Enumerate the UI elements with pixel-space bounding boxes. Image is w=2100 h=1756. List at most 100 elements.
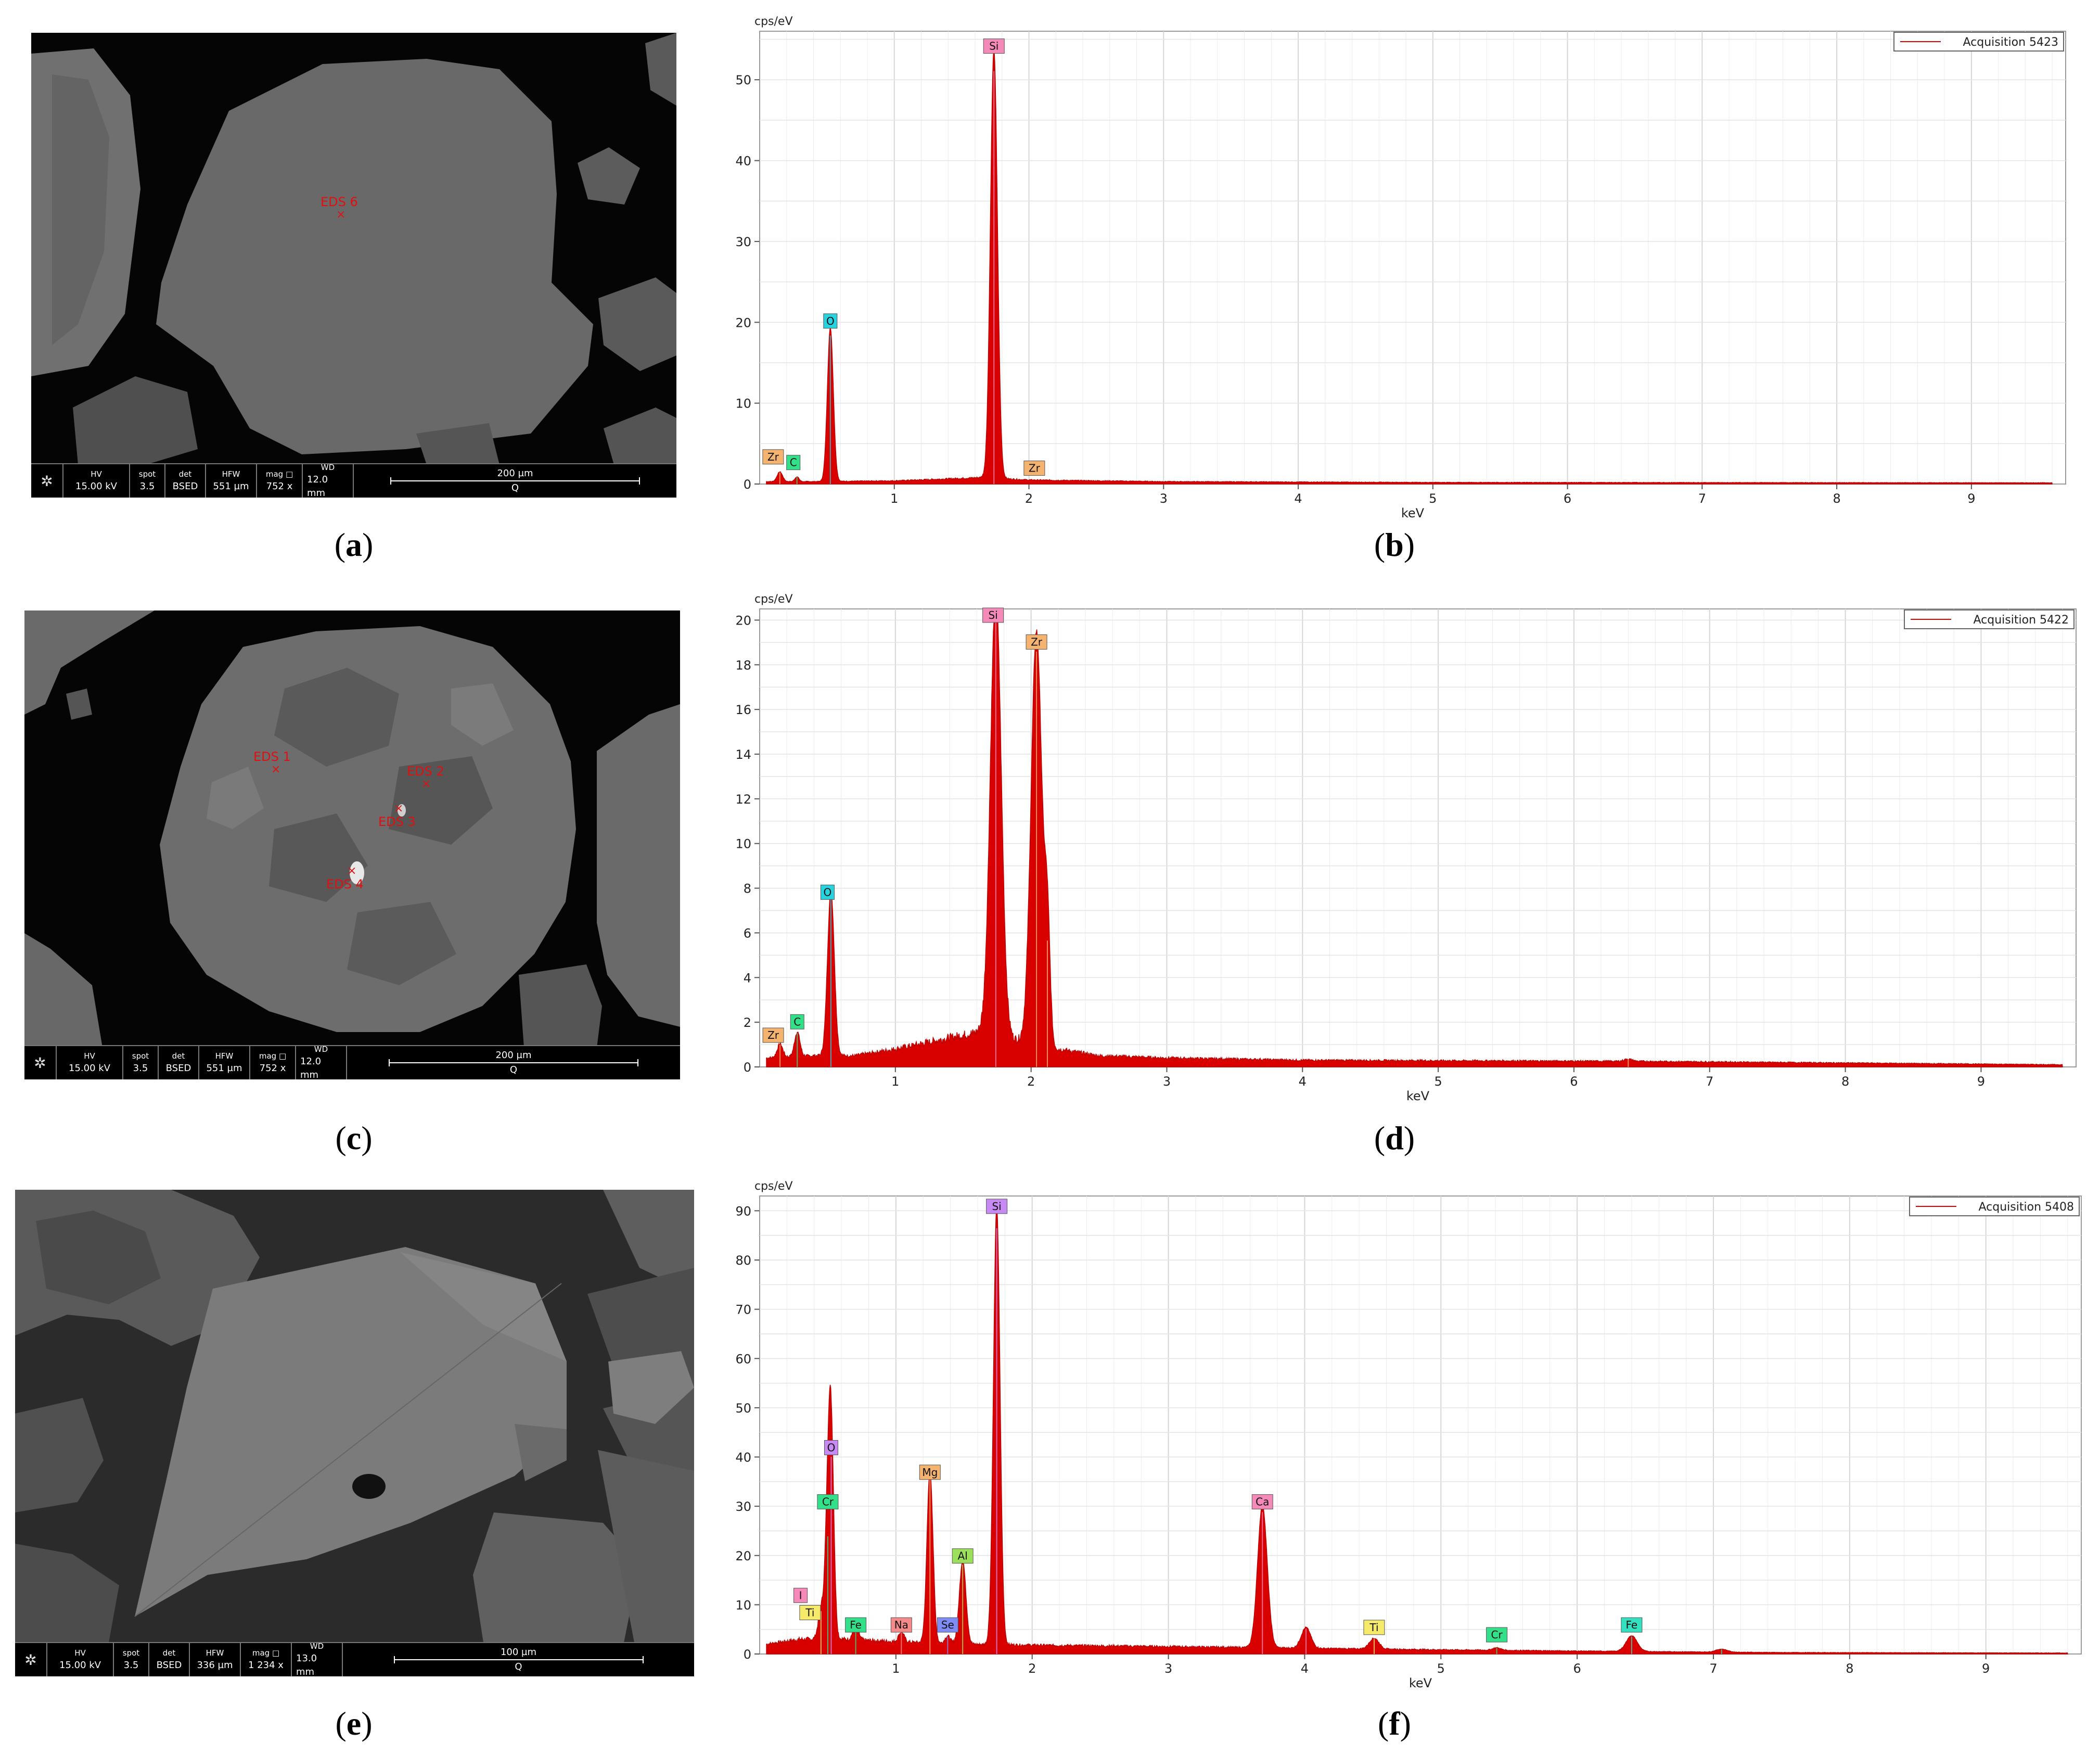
eds-cross-icon: × bbox=[421, 778, 431, 791]
caption-c: (c) bbox=[335, 1119, 373, 1156]
spot-label: spot bbox=[132, 1051, 149, 1061]
x-tick-label: 6 bbox=[1573, 1661, 1581, 1676]
peak-label-text: Ti bbox=[805, 1606, 814, 1619]
peak-label-text: Cr bbox=[822, 1496, 834, 1508]
x-tick-label: 2 bbox=[1027, 1074, 1035, 1089]
x-tick-label: 3 bbox=[1160, 491, 1168, 506]
peak-label: Fe bbox=[1621, 1617, 1643, 1633]
caption-f: (f) bbox=[1378, 1705, 1411, 1742]
mag-value: 752 x bbox=[266, 481, 293, 492]
peak-label-box bbox=[937, 1617, 958, 1633]
x-tick-label: 5 bbox=[1429, 491, 1437, 506]
eds-spectrum-b: 1 2 3 4 5 6 7 8 9 0 10 20 30 40 50 cps/eV keV Acquisition… bbox=[718, 10, 2071, 526]
eds-cross-icon: × bbox=[347, 864, 357, 877]
peak-label: Si bbox=[982, 607, 1004, 623]
y-tick-label: 6 bbox=[744, 926, 751, 940]
x-tick-label: 9 bbox=[1967, 491, 1975, 506]
caption-letter: f bbox=[1389, 1705, 1400, 1742]
peak-label: O bbox=[820, 884, 835, 900]
peak-label-box bbox=[762, 449, 784, 465]
peak-label: Zr bbox=[762, 1027, 784, 1043]
peak-label-text: Cr bbox=[1491, 1628, 1503, 1641]
peak-label-box bbox=[1621, 1617, 1643, 1633]
y-tick-label: 40 bbox=[735, 1450, 751, 1465]
eds-marker-label: EDS 2 bbox=[407, 764, 444, 779]
y-tick-label: 0 bbox=[744, 1060, 751, 1075]
x-tick-label: 6 bbox=[1564, 491, 1571, 506]
peak-label: C bbox=[790, 1014, 804, 1029]
y-tick-label: 2 bbox=[744, 1015, 751, 1030]
peak-label-text: Ti bbox=[1369, 1621, 1378, 1634]
peak-label-text: C bbox=[793, 1015, 801, 1028]
eds-marker-2: EDS 2 × bbox=[407, 764, 444, 790]
fei-logo-icon: ✲ bbox=[15, 1643, 47, 1676]
y-tick-label: 50 bbox=[735, 73, 751, 87]
peak-label-box bbox=[793, 1587, 808, 1603]
sem-image-a: EDS 6 × ✲ HV 15.00 kV spot 3.5 det BSED HFW… bbox=[31, 33, 676, 498]
hfw-value: 336 µm bbox=[197, 1660, 233, 1671]
peak-label-box bbox=[823, 313, 838, 329]
peak-label: Fe bbox=[845, 1617, 867, 1633]
scale-value: 200 µm bbox=[495, 1050, 532, 1061]
peak-label-text: I bbox=[799, 1589, 802, 1601]
y-axis-label: cps/eV bbox=[754, 593, 793, 606]
peak-label-box bbox=[952, 1548, 974, 1564]
scale-bar-line bbox=[393, 1656, 644, 1663]
spectrum-area bbox=[766, 1206, 2068, 1655]
caption-e: (e) bbox=[335, 1705, 373, 1742]
hv-value: 15.00 kV bbox=[69, 1063, 110, 1074]
mag-label: mag □ bbox=[252, 1648, 280, 1658]
y-tick-label: 90 bbox=[735, 1204, 751, 1218]
eds-marker-4: × EDS 4 bbox=[326, 866, 364, 892]
fei-logo-icon: ✲ bbox=[31, 464, 63, 498]
wd-label: WD bbox=[310, 1642, 324, 1651]
y-tick-label: 20 bbox=[735, 315, 751, 330]
peak-label-text: O bbox=[824, 886, 832, 898]
caption-letter: a bbox=[345, 526, 362, 563]
peak-label-box bbox=[824, 1440, 838, 1456]
x-tick-label: 4 bbox=[1299, 1074, 1307, 1089]
peak-label-text: O bbox=[827, 1442, 836, 1454]
legend: Acquisition 5408 bbox=[1909, 1197, 2080, 1216]
sem-micrograph-e bbox=[15, 1190, 694, 1643]
peak-label-box bbox=[986, 1199, 1008, 1214]
wd-label: WD bbox=[321, 463, 335, 472]
y-tick-label: 10 bbox=[735, 837, 751, 851]
peak-label-box bbox=[799, 1605, 821, 1620]
x-tick-label: 7 bbox=[1709, 1661, 1717, 1676]
peak-label: I bbox=[793, 1587, 808, 1603]
peak-label-text: Si bbox=[988, 609, 997, 621]
hfw-label: HFW bbox=[222, 469, 240, 479]
y-tick-label: 50 bbox=[735, 1401, 751, 1416]
wd-value: 13.0 mm bbox=[296, 1653, 317, 1676]
peak-label-box bbox=[1023, 461, 1045, 476]
peak-label-text: Zr bbox=[1031, 636, 1043, 648]
det-value: BSED bbox=[172, 481, 198, 492]
peak-label-box bbox=[786, 455, 801, 470]
hfw-value: 551 µm bbox=[213, 481, 249, 492]
y-tick-label: 10 bbox=[735, 397, 751, 411]
peak-label-text: Fe bbox=[1626, 1619, 1638, 1631]
x-tick-label: 7 bbox=[1706, 1074, 1713, 1089]
peak-label-text: Ca bbox=[1256, 1496, 1269, 1508]
x-tick-label: 8 bbox=[1841, 1074, 1849, 1089]
eds-spectrum-d: 1 2 3 4 5 6 7 8 9 0 2 4 6 8 10 12 14 16 18 20 cps/eV keV Acqui… bbox=[718, 588, 2081, 1109]
x-axis-label: keV bbox=[1409, 1676, 1432, 1690]
eds-marker-label: EDS 1 bbox=[253, 749, 291, 764]
peak-label-box bbox=[983, 39, 1005, 54]
caption-letter: b bbox=[1385, 526, 1404, 563]
spot-label: spot bbox=[138, 469, 156, 479]
x-tick-label: 7 bbox=[1698, 491, 1706, 506]
det-label: det bbox=[172, 1051, 185, 1061]
x-tick-label: 4 bbox=[1294, 491, 1302, 506]
y-tick-label: 10 bbox=[735, 1598, 751, 1612]
peak-label: O bbox=[823, 313, 838, 329]
x-axis-label: keV bbox=[1401, 506, 1425, 520]
peak-label-text: O bbox=[826, 315, 835, 327]
y-tick-label: 40 bbox=[735, 154, 751, 169]
caption-b: (b) bbox=[1374, 526, 1415, 563]
peak-label-box bbox=[919, 1465, 941, 1480]
eds-marker-6: EDS 6 × bbox=[321, 195, 358, 221]
scale-bar: 100 µm Q bbox=[343, 1643, 694, 1676]
caption-letter: e bbox=[346, 1705, 362, 1742]
